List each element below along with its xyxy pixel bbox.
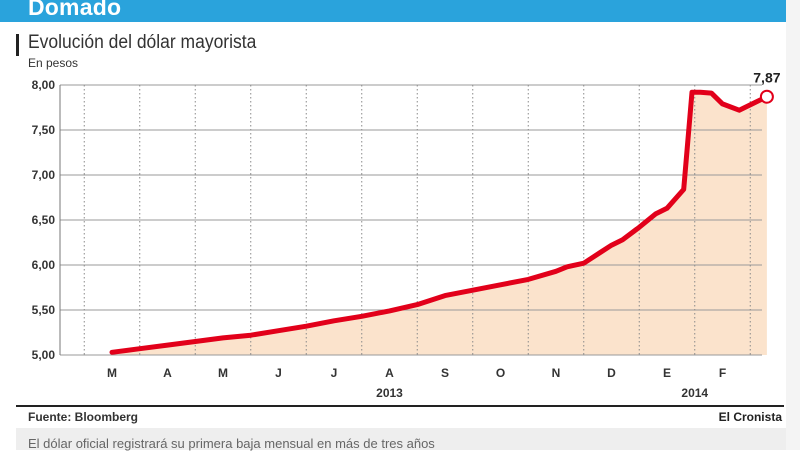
y-tick-label: 7,50 [32, 123, 56, 137]
x-tick-label: M [107, 366, 117, 380]
end-point-marker [759, 89, 774, 104]
source-label: Fuente: Bloomberg [28, 410, 138, 424]
header-bar: Domado [0, 0, 786, 22]
x-tick-label: E [663, 366, 671, 380]
x-tick-label: A [385, 366, 394, 380]
caption-text: El dólar oficial registrará su primera b… [28, 436, 435, 451]
x-tick-label: S [441, 366, 449, 380]
header-title: Domado [28, 0, 122, 20]
y-tick-label: 6,00 [32, 258, 56, 272]
unit-label: En pesos [28, 56, 79, 70]
x-tick-label: M [218, 366, 228, 380]
chart-title: Evolución del dólar mayorista [28, 32, 257, 53]
brand-label: El Cronista [718, 410, 782, 424]
footer-rule [16, 405, 784, 407]
year-label: 2014 [681, 386, 708, 400]
x-tick-label: J [331, 366, 338, 380]
y-tick-label: 7,00 [32, 168, 56, 182]
year-label: 2013 [376, 386, 403, 400]
x-tick-label: O [496, 366, 505, 380]
right-strip [786, 0, 800, 450]
x-tick-label: F [719, 366, 726, 380]
end-value-label: 7,87 [753, 70, 780, 86]
x-tick-label: N [552, 366, 561, 380]
x-tick-label: A [163, 366, 172, 380]
x-tick-label: J [275, 366, 282, 380]
series-line [109, 89, 770, 355]
area-fill [112, 92, 767, 355]
x-tick-label: D [607, 366, 616, 380]
caption-band [16, 428, 786, 450]
title-rule [16, 34, 19, 56]
y-tick-label: 5,00 [32, 348, 56, 362]
y-tick-label: 8,00 [32, 78, 56, 92]
dollar-chart: 8,00 7,50 7,00 6,50 6,00 5,50 5,00 M A M J J A S O N D E F… [32, 70, 781, 400]
y-tick-label: 6,50 [32, 213, 56, 227]
y-tick-label: 5,50 [32, 303, 56, 317]
